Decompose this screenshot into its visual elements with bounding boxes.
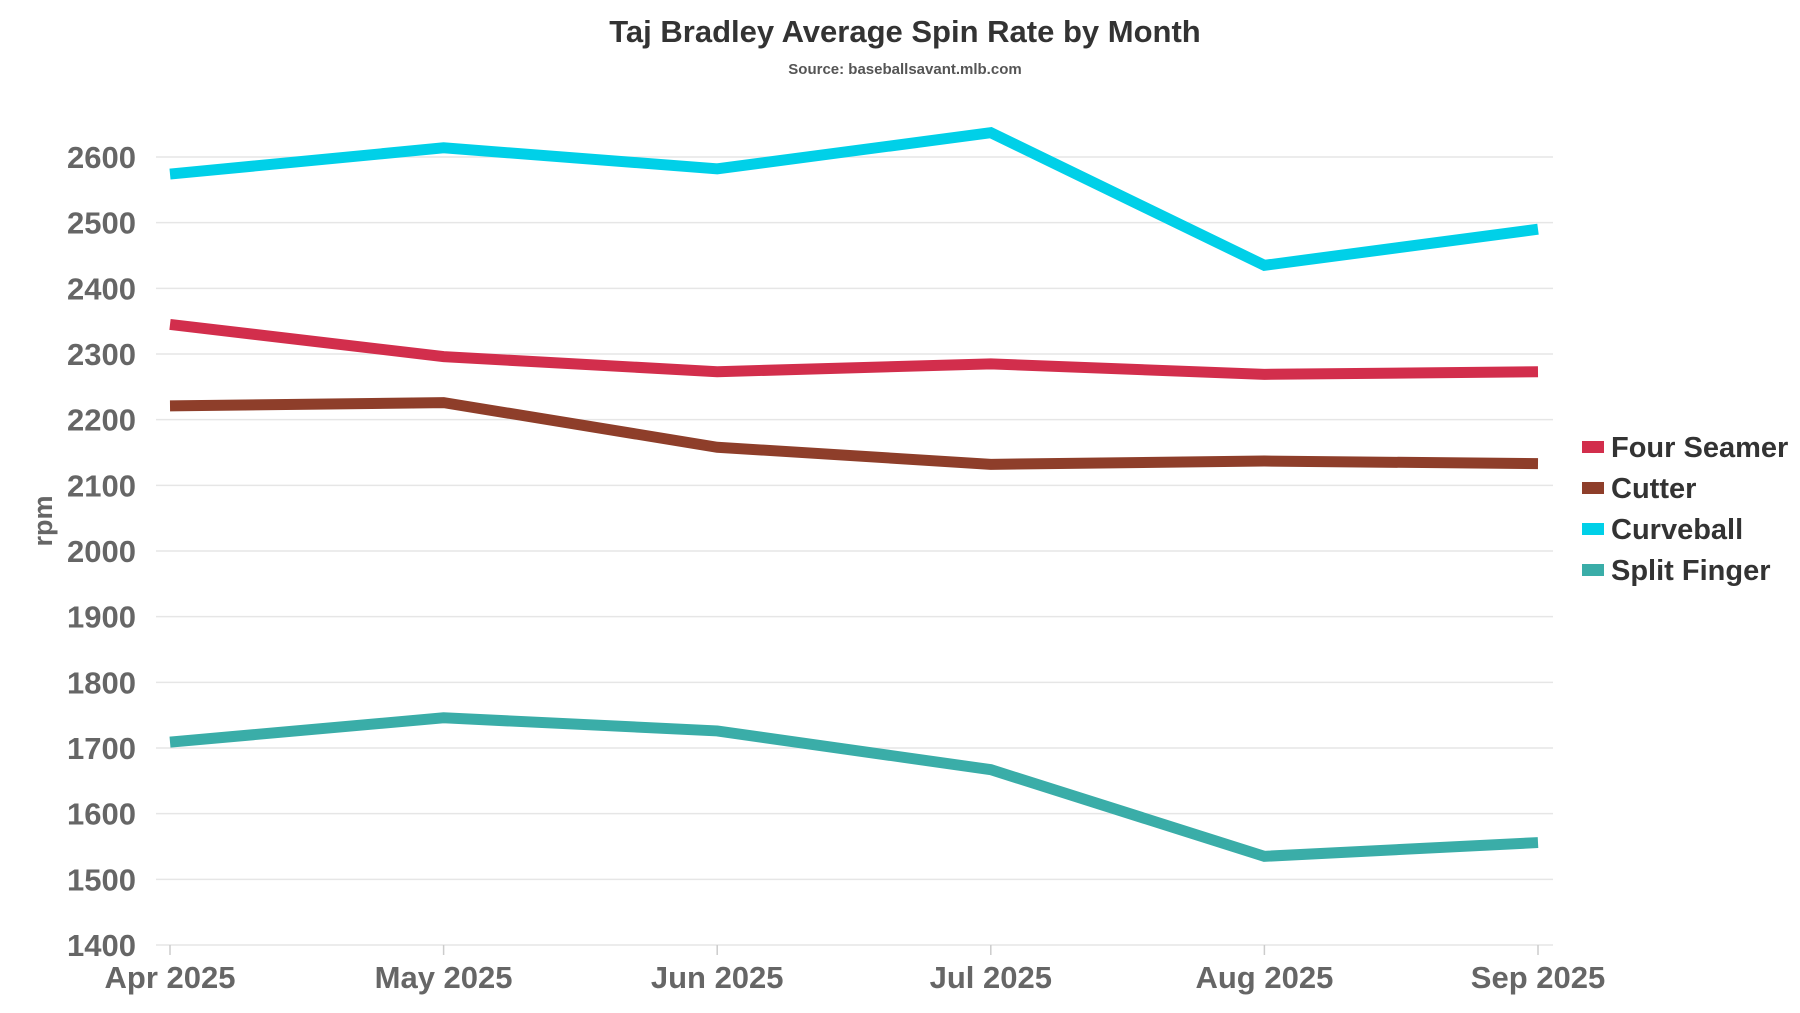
x-tick-label: Aug 2025 — [1195, 960, 1333, 995]
y-tick-label: 1800 — [67, 665, 136, 700]
series-line-curveball — [169, 127, 1539, 272]
y-tick-label: 1500 — [67, 862, 136, 897]
series-lines — [169, 127, 1539, 862]
y-tick-label: 2600 — [67, 140, 136, 175]
x-tick-label: Apr 2025 — [105, 960, 236, 995]
y-axis-ticks: 1400 1500 1600 1700 1800 1900 2000 2100 2200 2300… — [67, 140, 136, 963]
x-tick-label: Jul 2025 — [930, 960, 1052, 995]
legend-swatch — [1582, 564, 1604, 576]
x-tick-label: Jun 2025 — [651, 960, 784, 995]
series-line-cutter — [169, 397, 1539, 470]
chart-subtitle: Source: baseballsavant.mlb.com — [788, 61, 1021, 78]
legend-swatch — [1582, 482, 1604, 494]
y-tick-label: 1400 — [67, 928, 136, 963]
y-tick-label: 2200 — [67, 403, 136, 438]
y-tick-label: 1700 — [67, 731, 136, 766]
legend-item-label: Cutter — [1611, 473, 1696, 505]
legend-swatch — [1582, 441, 1604, 453]
legend-item-label: Four Seamer — [1611, 432, 1788, 464]
gridlines — [156, 156, 1553, 946]
y-tick-label: 2400 — [67, 271, 136, 306]
legend: Four Seamer Cutter Curveball Split Finger — [1582, 432, 1788, 587]
series-line-split-finger — [169, 712, 1539, 862]
series-line-four-seamer — [169, 318, 1539, 380]
y-axis-label: rpm — [28, 495, 58, 546]
y-tick-label: 2500 — [67, 206, 136, 241]
y-tick-label: 1900 — [67, 600, 136, 635]
legend-item-label: Split Finger — [1611, 555, 1771, 587]
y-tick-label: 2100 — [67, 468, 136, 503]
y-tick-label: 1600 — [67, 797, 136, 832]
legend-swatch — [1582, 523, 1604, 535]
y-tick-label: 2300 — [67, 337, 136, 372]
y-tick-label: 2000 — [67, 534, 136, 569]
x-tick-label: Sep 2025 — [1471, 960, 1605, 995]
x-axis-ticks: Apr 2025 May 2025 Jun 2025 Jul 2025 Aug 2025… — [105, 945, 1605, 995]
x-tick-label: May 2025 — [375, 960, 513, 995]
chart-title: Taj Bradley Average Spin Rate by Month — [609, 14, 1200, 49]
legend-item-label: Curveball — [1611, 514, 1743, 546]
